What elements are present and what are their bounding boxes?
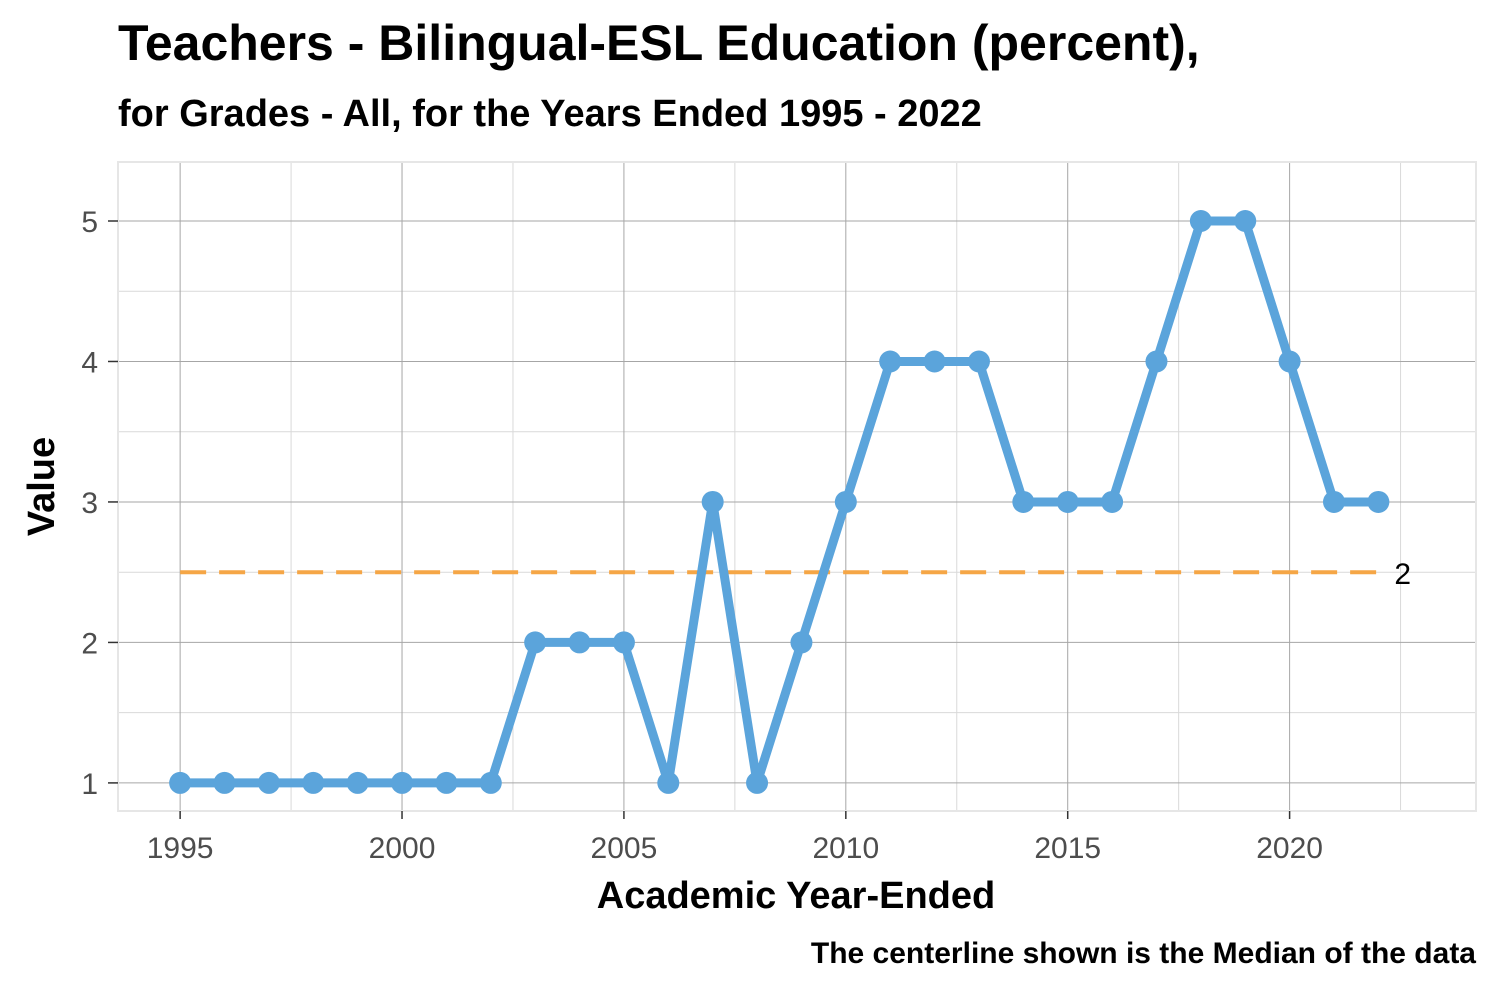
data-point bbox=[346, 771, 369, 794]
data-point bbox=[746, 771, 769, 794]
y-axis-title: Value bbox=[21, 437, 63, 536]
data-point bbox=[1278, 350, 1301, 373]
chart-caption: The centerline shown is the Median of th… bbox=[810, 937, 1476, 970]
y-tick-label: 3 bbox=[81, 487, 98, 520]
x-tick-label: 2000 bbox=[369, 832, 436, 865]
x-tick-label: 1995 bbox=[147, 832, 214, 865]
data-point bbox=[657, 771, 680, 794]
data-point bbox=[568, 631, 591, 654]
data-point bbox=[834, 490, 857, 513]
data-point bbox=[879, 350, 902, 373]
axes: 1995 2000 2005 2010 2015 2020 1 2 3 4 5 bbox=[81, 206, 1323, 865]
data-point bbox=[1101, 490, 1124, 513]
data-point bbox=[1322, 490, 1345, 513]
chart-subtitle: for Grades - All, for the Years Ended 19… bbox=[118, 93, 982, 135]
data-point bbox=[435, 771, 458, 794]
data-point bbox=[701, 490, 724, 513]
series-line bbox=[175, 216, 1383, 788]
data-point bbox=[1056, 490, 1079, 513]
centerline-group: 2 bbox=[180, 558, 1411, 591]
x-tick-label: 2015 bbox=[1034, 832, 1101, 865]
x-tick-label: 2010 bbox=[812, 832, 879, 865]
data-point bbox=[790, 631, 813, 654]
panel-border bbox=[117, 161, 1477, 812]
y-tick-label: 2 bbox=[81, 627, 98, 660]
y-tick-label: 4 bbox=[81, 346, 98, 379]
data-point bbox=[1234, 210, 1257, 232]
data-point bbox=[967, 350, 990, 373]
x-axis-title: Academic Year-Ended bbox=[597, 875, 995, 917]
chart-title: Teachers - Bilingual-ESL Education (perc… bbox=[118, 15, 1200, 71]
data-point bbox=[213, 771, 236, 794]
data-point bbox=[1145, 350, 1168, 373]
data-point bbox=[1012, 490, 1035, 513]
data-point bbox=[479, 771, 502, 794]
data-point bbox=[302, 771, 325, 794]
data-point bbox=[612, 631, 635, 654]
x-tick-label: 2020 bbox=[1256, 832, 1323, 865]
data-point bbox=[923, 350, 946, 373]
data-point bbox=[1189, 210, 1212, 232]
series-group bbox=[169, 210, 1390, 794]
x-tick-label: 2005 bbox=[591, 832, 658, 865]
centerline-label: 2 bbox=[1394, 558, 1411, 591]
data-point bbox=[1367, 490, 1390, 513]
y-tick-label: 1 bbox=[81, 768, 98, 801]
grid bbox=[118, 162, 1476, 811]
y-tick-label: 5 bbox=[81, 206, 98, 239]
data-point bbox=[524, 631, 547, 654]
data-point bbox=[257, 771, 280, 794]
data-point bbox=[169, 771, 192, 794]
data-point bbox=[391, 771, 414, 794]
